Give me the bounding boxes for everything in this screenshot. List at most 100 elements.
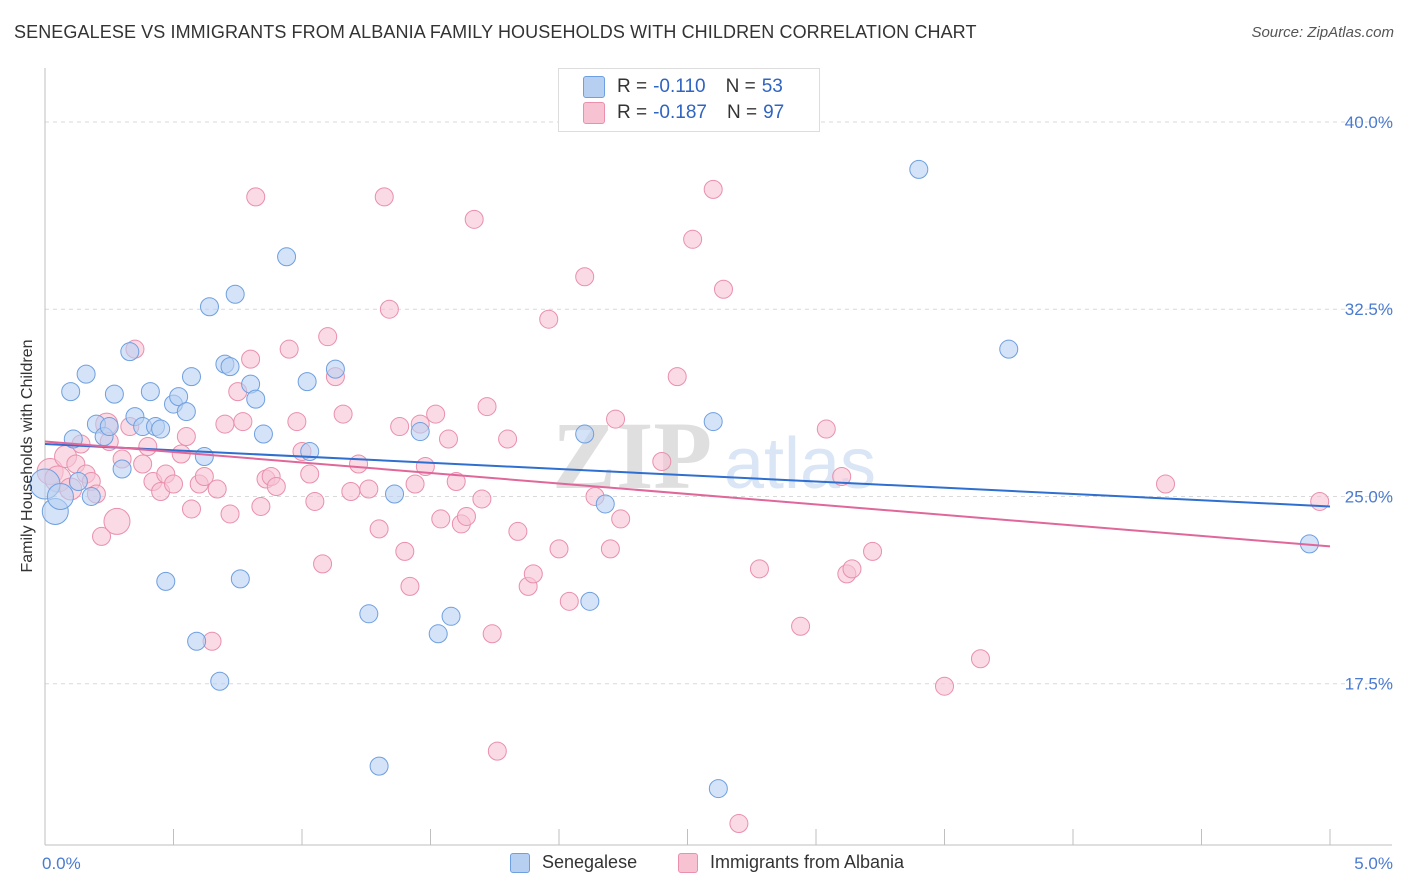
albania-point — [395, 541, 415, 561]
senegalese-point — [999, 339, 1019, 359]
senegalese-point — [187, 631, 207, 651]
albania-point — [652, 452, 672, 472]
senegalese-point — [140, 382, 160, 402]
y-tick-label: 40.0% — [1345, 113, 1393, 132]
albania-point — [359, 479, 379, 499]
albania-point — [390, 417, 410, 437]
albania-point — [970, 649, 990, 669]
albania-point — [241, 349, 261, 369]
albania-point — [446, 471, 466, 491]
senegalese-point — [369, 756, 389, 776]
albania-point — [611, 509, 631, 529]
albania-point — [606, 409, 626, 429]
albania-point — [341, 481, 361, 501]
legend-swatch-pink — [583, 102, 605, 124]
albania-point — [600, 539, 620, 559]
albania-point — [703, 179, 723, 199]
albania-point — [374, 187, 394, 207]
senegalese-point — [156, 571, 176, 591]
albania-point — [749, 559, 769, 579]
albania-point — [400, 576, 420, 596]
senegalese-point — [359, 604, 379, 624]
albania-point — [438, 429, 458, 449]
albania-point — [233, 412, 253, 432]
axes — [44, 68, 1392, 846]
r-label: R = — [617, 102, 648, 123]
senegalese-point — [277, 247, 297, 267]
albania-point — [498, 429, 518, 449]
legend-item-albania[interactable]: Immigrants from Albania — [678, 852, 904, 873]
y-axis-label: Family Households with Children — [19, 339, 36, 573]
albania-point — [487, 741, 507, 761]
albania-point — [220, 504, 240, 524]
albania-point — [318, 327, 338, 347]
senegalese-point — [428, 624, 448, 644]
watermark: ZIP atlas — [552, 402, 876, 509]
senegalese-point — [176, 402, 196, 422]
senegalese-point — [230, 569, 250, 589]
y-tick-label: 32.5% — [1345, 300, 1393, 319]
albania-point — [194, 466, 214, 486]
watermark-zip: ZIP — [552, 402, 712, 509]
legend-swatch-blue — [510, 852, 530, 873]
legend-row-senegalese: R = -0.110 N = 53 — [583, 75, 783, 99]
r-label: R = — [617, 76, 648, 97]
senegalese-point — [99, 417, 119, 437]
senegalese-point — [194, 447, 214, 467]
albania-point — [816, 419, 836, 439]
source-label: Source: ZipAtlas.com — [1251, 24, 1394, 41]
albania-point — [482, 624, 502, 644]
senegalese-point — [253, 424, 273, 444]
albania-point — [305, 491, 325, 511]
senegalese-point — [580, 591, 600, 611]
senegalese-point — [181, 367, 201, 387]
albania-point — [349, 454, 369, 474]
albania-point — [431, 509, 451, 529]
albania-point — [426, 404, 446, 424]
albania-point — [164, 474, 183, 494]
senegalese-point — [210, 671, 230, 691]
senegalese-point — [120, 342, 140, 362]
albania-point — [559, 591, 579, 611]
tick-labels: 40.0% 32.5% 25.0% 17.5% 0.0% 5.0% — [42, 113, 1393, 873]
senegalese-point — [68, 471, 88, 491]
albania-point — [133, 454, 153, 474]
albania-point — [863, 541, 883, 561]
albania-point — [92, 526, 112, 546]
senegalese-point — [441, 606, 461, 626]
legend-item-senegalese[interactable]: Senegalese — [510, 852, 637, 873]
senegalese-point — [81, 486, 101, 506]
albania-point — [103, 507, 131, 535]
legend-swatch-pink — [678, 852, 698, 873]
albania-point — [683, 229, 703, 249]
n-label: N = — [725, 76, 756, 97]
stats-legend: R = -0.110 N = 53 R = -0.187 N = 97 — [558, 68, 820, 132]
senegalese-point — [703, 412, 723, 432]
chart-title: SENEGALESE VS IMMIGRANTS FROM ALBANIA FA… — [14, 22, 977, 42]
albania-point — [575, 267, 595, 287]
albania-point — [713, 279, 733, 299]
albania-point — [729, 814, 749, 834]
legend-label: Senegalese — [542, 852, 638, 872]
senegalese-point — [225, 284, 245, 304]
albania-point — [832, 466, 852, 486]
watermark-atlas: atlas — [724, 424, 876, 504]
albania-point — [207, 479, 227, 499]
senegalese-point — [246, 389, 266, 409]
senegalese-point — [46, 482, 74, 510]
senegalese-point — [909, 159, 929, 179]
albania-point — [333, 404, 353, 424]
albania-point — [266, 476, 286, 496]
albania-point — [472, 489, 492, 509]
albania-point — [181, 499, 201, 519]
albania-trend-line — [44, 440, 1331, 548]
albania-point — [464, 209, 484, 229]
senegalese-point — [708, 779, 728, 799]
albania-point — [791, 616, 811, 636]
senegalese-point — [61, 382, 81, 402]
senegalese-point — [595, 494, 615, 514]
senegalese-trend-line — [44, 443, 1331, 508]
albania-point — [842, 559, 862, 579]
albania-point — [667, 367, 687, 387]
